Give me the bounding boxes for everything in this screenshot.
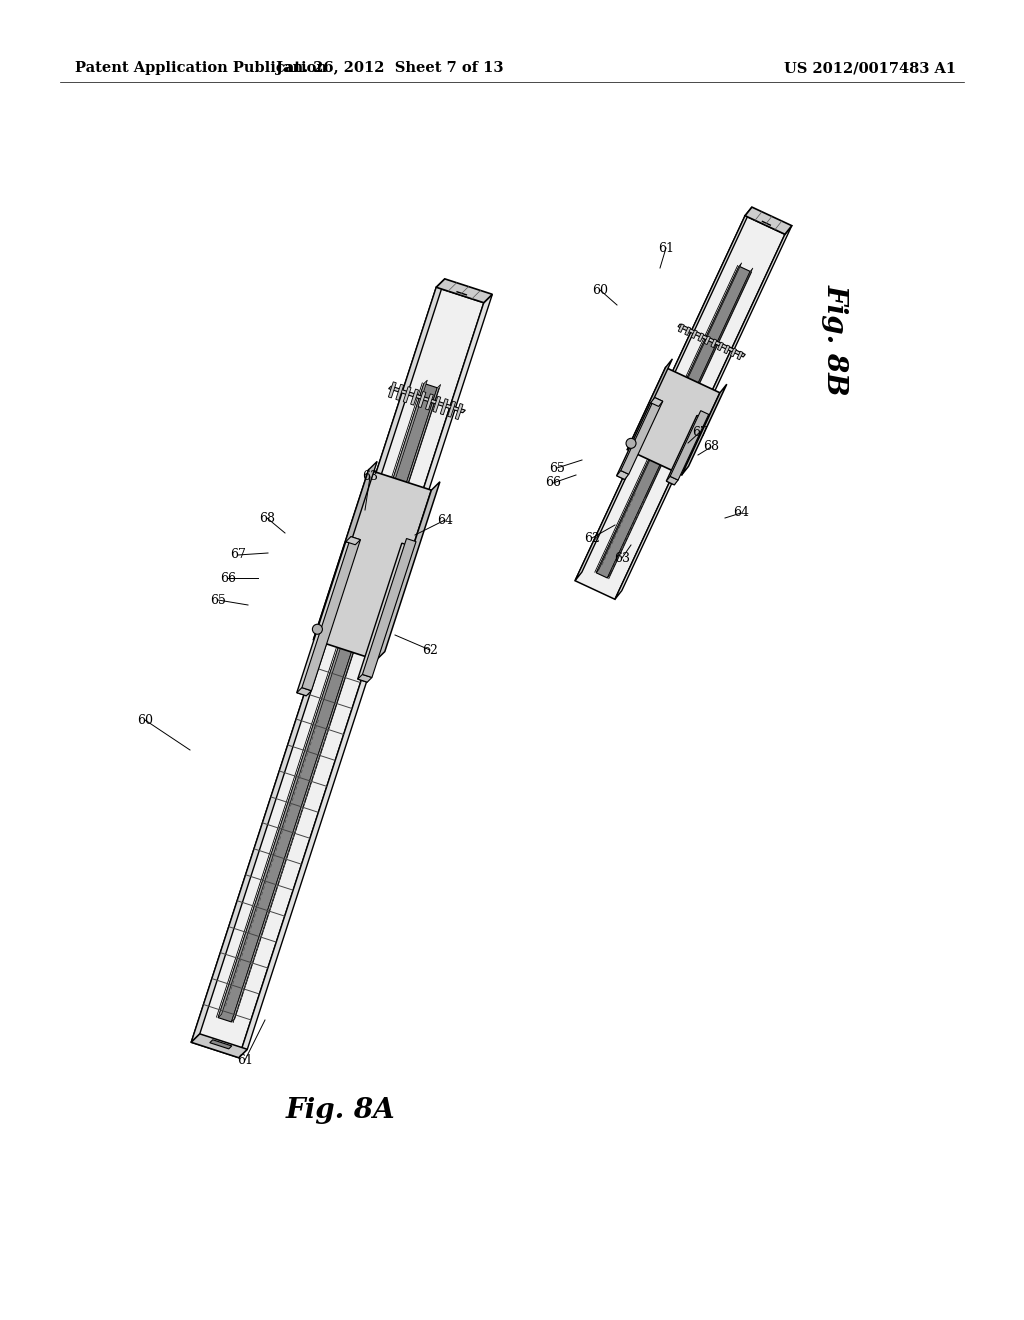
Polygon shape [691, 330, 697, 338]
Polygon shape [191, 288, 483, 1057]
Text: Jan. 26, 2012  Sheet 7 of 13: Jan. 26, 2012 Sheet 7 of 13 [276, 61, 504, 75]
Polygon shape [313, 470, 431, 660]
Polygon shape [596, 267, 751, 578]
Text: 66: 66 [220, 572, 236, 585]
Polygon shape [678, 323, 745, 356]
Polygon shape [376, 482, 440, 660]
Text: 68: 68 [703, 441, 719, 454]
Polygon shape [418, 392, 426, 408]
Polygon shape [313, 462, 377, 640]
Polygon shape [616, 470, 629, 479]
Polygon shape [388, 381, 396, 397]
Polygon shape [667, 477, 678, 484]
Text: 65: 65 [210, 594, 226, 606]
Polygon shape [346, 537, 360, 545]
Text: 60: 60 [592, 284, 608, 297]
Text: Patent Application Publication: Patent Application Publication [75, 61, 327, 75]
Text: 62: 62 [422, 644, 438, 656]
Polygon shape [191, 1034, 248, 1057]
Polygon shape [607, 268, 753, 578]
Text: 63: 63 [614, 552, 630, 565]
Polygon shape [231, 384, 440, 1022]
Polygon shape [218, 380, 427, 1018]
Polygon shape [718, 342, 723, 351]
Polygon shape [447, 401, 456, 417]
Polygon shape [436, 279, 493, 302]
Polygon shape [697, 333, 703, 342]
Polygon shape [218, 383, 437, 1022]
Polygon shape [678, 323, 684, 333]
Polygon shape [596, 263, 741, 573]
Polygon shape [239, 294, 493, 1057]
Polygon shape [670, 411, 709, 480]
Polygon shape [575, 207, 752, 581]
Text: 65: 65 [549, 462, 565, 474]
Text: US 2012/0017483 A1: US 2012/0017483 A1 [784, 61, 956, 75]
Polygon shape [667, 416, 705, 484]
Text: 61: 61 [658, 242, 674, 255]
Polygon shape [440, 399, 449, 414]
Polygon shape [396, 384, 403, 400]
Polygon shape [357, 675, 372, 682]
Polygon shape [357, 543, 412, 682]
Circle shape [626, 438, 636, 449]
Polygon shape [628, 367, 720, 475]
Text: 61: 61 [237, 1053, 253, 1067]
Text: 64: 64 [437, 513, 453, 527]
Polygon shape [724, 345, 730, 354]
Polygon shape [455, 404, 463, 420]
Polygon shape [621, 397, 663, 474]
Text: 67: 67 [230, 549, 246, 561]
Polygon shape [650, 397, 663, 407]
Polygon shape [575, 215, 785, 599]
Circle shape [312, 624, 323, 634]
Text: 63: 63 [362, 470, 378, 483]
Polygon shape [628, 359, 673, 450]
Polygon shape [388, 387, 465, 413]
Polygon shape [403, 387, 411, 403]
Polygon shape [711, 339, 717, 347]
Polygon shape [705, 337, 711, 345]
Text: Fig. 8A: Fig. 8A [286, 1097, 395, 1123]
Polygon shape [730, 348, 736, 356]
Polygon shape [297, 541, 355, 696]
Text: Fig. 8B: Fig. 8B [821, 284, 849, 396]
Text: 66: 66 [545, 477, 561, 490]
Polygon shape [737, 351, 743, 360]
Polygon shape [615, 226, 792, 599]
Polygon shape [685, 327, 691, 335]
Polygon shape [191, 279, 444, 1043]
Polygon shape [411, 389, 419, 405]
Text: 62: 62 [584, 532, 600, 544]
Polygon shape [433, 396, 440, 412]
Text: 67: 67 [692, 425, 708, 438]
Polygon shape [297, 688, 311, 696]
Polygon shape [302, 537, 360, 690]
Polygon shape [682, 384, 727, 475]
Polygon shape [210, 1040, 231, 1049]
Polygon shape [362, 539, 416, 677]
Polygon shape [426, 393, 433, 411]
Text: 68: 68 [259, 511, 275, 524]
Polygon shape [616, 403, 658, 479]
Text: 64: 64 [733, 507, 749, 520]
Text: 60: 60 [137, 714, 153, 726]
Polygon shape [745, 207, 792, 234]
